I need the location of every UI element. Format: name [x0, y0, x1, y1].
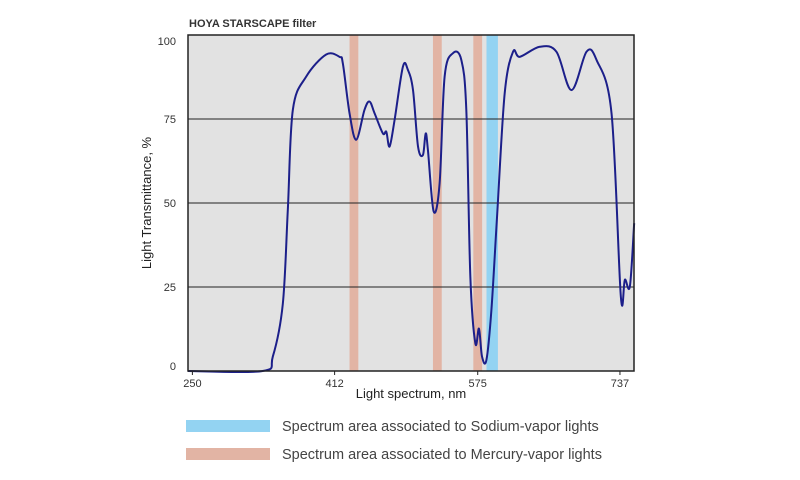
y-tick-label: 75 — [164, 114, 176, 126]
x-tick-label: 737 — [611, 378, 629, 390]
x-tick-label: 575 — [469, 378, 487, 390]
y-tick-label: 50 — [164, 198, 176, 210]
y-tick-label: 100 — [158, 36, 176, 48]
x-tick-label: 250 — [183, 378, 201, 390]
legend: Spectrum area associated to Sodium-vapor… — [186, 419, 602, 463]
transmittance-line — [187, 45, 636, 374]
mercury-legend-swatch — [186, 448, 270, 460]
x-axis-label: Light spectrum, nm — [356, 386, 467, 401]
x-tick-label: 412 — [325, 378, 343, 390]
sodium-legend-swatch — [186, 420, 270, 432]
sodium-legend-label: Spectrum area associated to Sodium-vapor… — [282, 419, 599, 435]
y-tick-label: 25 — [164, 282, 176, 294]
y-axis-label: Light Transmittance, % — [139, 136, 154, 269]
chart-title: HOYA STARSCAPE filter — [189, 18, 317, 30]
plot-border — [187, 34, 635, 372]
y-tick-label: 0 — [170, 361, 176, 373]
mercury-legend-label: Spectrum area associated to Mercury-vapo… — [282, 447, 602, 463]
